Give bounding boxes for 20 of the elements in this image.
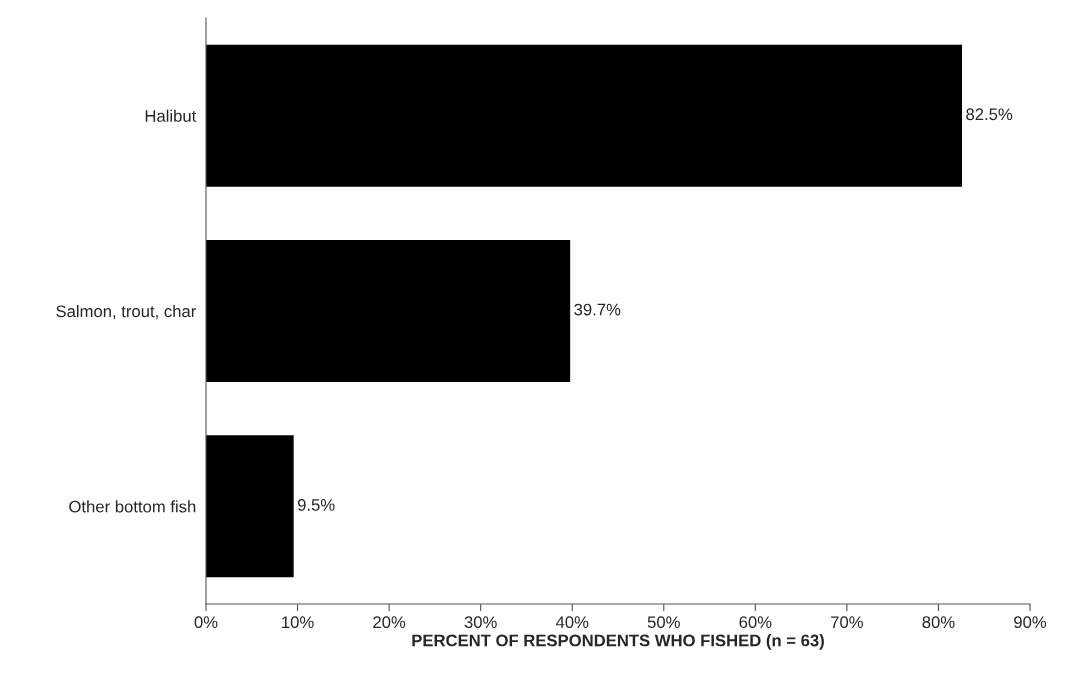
bar	[206, 44, 963, 187]
data-label: 82.5%	[966, 108, 1013, 121]
x-tick-label: 40%	[555, 616, 589, 629]
x-tick-label: 50%	[647, 616, 680, 629]
y-tick-label: Halibut	[145, 109, 197, 122]
y-tick-label: Salmon, trout, char	[56, 304, 197, 320]
x-tick-label: 30%	[464, 616, 497, 629]
x-tick-label: 0%	[194, 616, 218, 629]
x-tick-label: 10%	[282, 616, 314, 629]
data-label: 9.5%	[297, 499, 335, 511]
bar	[206, 239, 571, 383]
x-tick-label: 60%	[739, 616, 772, 629]
data-label: 39.7%	[574, 303, 621, 316]
x-axis-title: PERCENT OF RESPONDENTS WHO FISHED (n = 63)	[412, 634, 824, 650]
x-tick-label: 80%	[922, 616, 955, 629]
x-tick-label: 20%	[373, 616, 406, 629]
x-tick-label: 90%	[1014, 616, 1047, 629]
x-tick-label: 70%	[831, 616, 863, 629]
y-tick-label: Other bottom fish	[69, 500, 196, 513]
bar	[206, 435, 294, 578]
